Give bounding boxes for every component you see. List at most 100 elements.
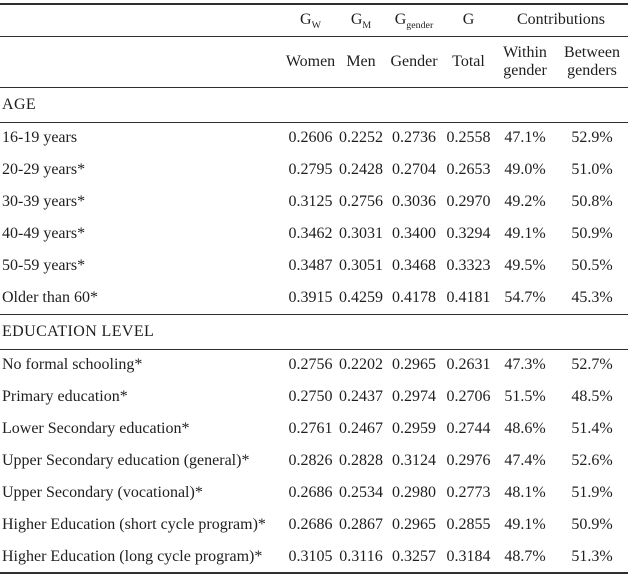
row-label: 40-49 years*	[2, 225, 86, 242]
g-symbol: G	[394, 11, 407, 29]
cell-value: 0.3031	[339, 225, 383, 242]
cell-value: 0.3105	[288, 547, 333, 565]
cell-value: 0.2744	[446, 420, 491, 437]
cell-value: 51.9%	[571, 484, 613, 501]
cell-value: 0.3468	[392, 257, 436, 274]
g-symbol: G	[350, 11, 363, 29]
col-header-g-total: G	[443, 4, 494, 37]
cell-value: 0.2965	[392, 516, 436, 533]
cell-value: 52.6%	[571, 452, 613, 469]
cell-value: 49.1%	[504, 225, 546, 242]
cell-value: 51.0%	[571, 161, 613, 178]
row-label: Older than 60*	[2, 288, 98, 306]
cell-value: 0.3915	[288, 288, 333, 306]
section-header-row: AGE	[0, 86, 628, 123]
cell-value: 0.2631	[446, 356, 491, 374]
cell-value: 0.2653	[446, 161, 491, 178]
cell-value: 0.2686	[288, 516, 333, 533]
cell-value: 0.2704	[392, 161, 436, 178]
cell-value: 51.4%	[571, 420, 613, 437]
table-row: 30-39 years* 0.3125 0.2756 0.3036 0.2970 49.2…	[0, 186, 628, 218]
col-header-between-genders: Between genders	[556, 36, 628, 88]
table-row: 50-59 years* 0.3487 0.3051 0.3468 0.3323 49.5…	[0, 250, 628, 282]
cell-value: 0.4259	[339, 288, 383, 306]
cell-value: 0.2976	[446, 452, 491, 469]
row-label: Upper Secondary (vocational)*	[2, 484, 203, 501]
row-label: 50-59 years*	[2, 257, 86, 274]
g-symbol: G	[300, 11, 312, 29]
cell-value: 45.3%	[571, 288, 613, 306]
cell-value: 0.2686	[288, 484, 333, 501]
table-row: Higher Education (long cycle program)* 0.…	[0, 541, 628, 573]
cell-value: 0.4178	[392, 288, 436, 306]
g-symbol-subscript: gender	[406, 20, 434, 32]
cell-value: 0.4181	[446, 288, 491, 306]
cell-value: 0.3400	[392, 225, 436, 242]
table-row: No formal schooling* 0.2756 0.2202 0.2965 0.…	[0, 349, 628, 381]
cell-value: 51.3%	[571, 547, 613, 565]
cell-value: 0.2706	[446, 388, 491, 405]
cell-value: 47.4%	[504, 452, 546, 469]
cell-value: 0.2826	[288, 452, 333, 469]
col-header-men: Men	[337, 36, 385, 88]
row-label: Primary education*	[2, 388, 128, 405]
cell-value: 49.1%	[504, 516, 546, 533]
cell-value: 47.3%	[504, 356, 546, 374]
cell-value: 47.1%	[504, 129, 546, 147]
section-header-row: EDUCATION LEVEL	[0, 313, 628, 350]
cell-value: 0.2761	[288, 420, 333, 437]
header-empty-cell	[0, 36, 284, 88]
cell-value: 50.9%	[571, 225, 613, 242]
cell-value: 51.5%	[504, 388, 546, 405]
cell-value: 0.2855	[446, 516, 491, 533]
cell-value: 0.2750	[288, 388, 333, 405]
section-title: EDUCATION LEVEL	[0, 313, 628, 350]
table-row: Lower Secondary education* 0.2761 0.2467 0.…	[0, 413, 628, 445]
section-title: AGE	[0, 86, 628, 123]
col-header-within-gender: Within gender	[494, 36, 556, 88]
col-header-gender: Gender	[385, 36, 443, 88]
cell-value: 0.3294	[446, 225, 491, 242]
cell-value: 0.3184	[446, 547, 491, 565]
cell-value: 0.2965	[392, 356, 436, 374]
cell-value: 0.2773	[446, 484, 491, 501]
row-label: 16-19 years	[2, 129, 78, 147]
row-label: Lower Secondary education*	[2, 420, 190, 437]
cell-value: 0.2795	[288, 161, 333, 178]
header-empty-cell	[0, 4, 284, 37]
cell-value: 0.2736	[392, 129, 436, 147]
table-row: 20-29 years* 0.2795 0.2428 0.2704 0.2653 49.0…	[0, 154, 628, 186]
table-row: Upper Secondary (vocational)* 0.2686 0.253…	[0, 477, 628, 509]
cell-value: 0.2606	[288, 129, 333, 147]
cell-value: 50.8%	[571, 193, 613, 210]
cell-value: 48.1%	[504, 484, 546, 501]
cell-value: 0.3487	[288, 257, 333, 274]
cell-value: 0.2428	[339, 161, 383, 178]
col-header-women: Women	[284, 36, 337, 88]
gini-decomposition-table: GW GM Ggender G Contributions Women Men …	[0, 3, 628, 574]
cell-value: 49.5%	[504, 257, 546, 274]
g-symbol: G	[462, 11, 475, 29]
row-label: 30-39 years*	[2, 193, 86, 210]
table-row: 40-49 years* 0.3462 0.3031 0.3400 0.3294 49.1…	[0, 218, 628, 250]
cell-value: 52.9%	[571, 129, 613, 147]
cell-value: 0.3036	[392, 193, 436, 210]
col-header-g-gender: Ggender	[385, 4, 443, 37]
cell-value: 0.2974	[392, 388, 436, 405]
col-header-total: Total	[443, 36, 494, 88]
cell-value: 0.2467	[339, 420, 383, 437]
cell-value: 0.3051	[339, 257, 383, 274]
g-symbol-subscript: M	[362, 20, 372, 32]
cell-value: 48.7%	[504, 547, 546, 565]
cell-value: 0.2534	[339, 484, 383, 501]
cell-value: 54.7%	[504, 288, 546, 306]
col-header-g-men: GM	[337, 4, 385, 37]
table-row: Higher Education (short cycle program)* 0…	[0, 509, 628, 541]
cell-value: 49.0%	[504, 161, 546, 178]
row-label: Higher Education (long cycle program)*	[2, 547, 263, 565]
col-header-contributions: Contributions	[494, 4, 628, 37]
g-symbol-subscript: W	[311, 20, 321, 32]
cell-value: 50.9%	[571, 516, 613, 533]
cell-value: 0.2202	[339, 356, 383, 374]
